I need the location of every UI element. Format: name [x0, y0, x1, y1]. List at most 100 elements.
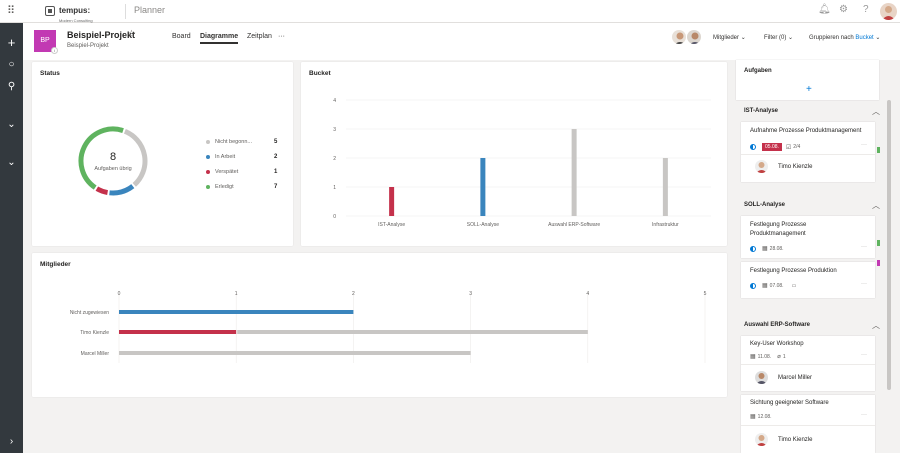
project-title: Beispiel-Projekt [67, 30, 136, 40]
group-value: Bucket [855, 35, 874, 41]
task-name: Sichtung geeigneter Software [750, 400, 829, 406]
donut-segment [95, 186, 109, 195]
tab-board[interactable]: Board [172, 33, 191, 40]
task-more-button[interactable]: ··· [861, 142, 867, 148]
task-meta: ▦ 28.08. [750, 245, 784, 252]
member-avatar[interactable] [686, 29, 702, 45]
left-navigation: + ○ ⚲ ⌄ ⌄ › [0, 23, 23, 453]
tab-diagramme[interactable]: Diagramme [200, 33, 239, 44]
bar[interactable] [480, 158, 486, 216]
legend-dot [206, 140, 210, 144]
x-tick-label: IST-Analyse [378, 222, 405, 228]
legend-count: 5 [274, 139, 278, 145]
task-more-button[interactable]: ··· [861, 244, 867, 250]
expand-nav-icon[interactable]: › [9, 436, 14, 447]
tab-zeitplan[interactable]: Zeitplan [247, 33, 272, 40]
checklist-count: 2/4 [793, 144, 801, 150]
task-meta: 05.08. ☑ 2/4 [750, 143, 800, 151]
y-tick-label: Marcel Miller [81, 351, 110, 357]
task-more-button[interactable]: ··· [861, 352, 867, 358]
bar[interactable] [389, 187, 395, 216]
x-tick-label: 0 [118, 291, 121, 297]
collapse-icon[interactable]: ︿ [872, 201, 880, 210]
member-avatar[interactable] [671, 29, 687, 45]
status-donut-chart [78, 126, 148, 196]
tasks-header: Aufgaben + [736, 60, 879, 100]
project-subtitle: Beispiel-Projekt [67, 43, 109, 49]
legend-label: Verspätet [215, 169, 239, 175]
user-avatar[interactable] [880, 3, 897, 20]
info-icon[interactable]: i [51, 47, 58, 54]
x-tick-label: Auswahl ERP-Software [548, 222, 600, 228]
y-tick-label: Timo Kienzle [80, 330, 109, 336]
calendar-icon: ▦ [750, 354, 756, 360]
y-tick-label: 1 [333, 185, 336, 191]
members-dropdown[interactable]: Mitglieder ⌄ [713, 34, 746, 41]
assignee-name: Timo Kienzle [778, 163, 813, 170]
bar[interactable] [237, 330, 588, 334]
chevron-down-icon[interactable]: ⌄ [7, 157, 16, 168]
app-launcher-icon[interactable]: ⠿ [7, 5, 16, 17]
task-card[interactable]: Festlegung Prozesse Produktmanagement ▦ 2… [741, 216, 875, 258]
legend-completed: Erledigt [206, 184, 234, 190]
x-tick-label: 5 [704, 291, 707, 297]
donut-segment [123, 128, 148, 187]
task-name: Key-User Workshop [750, 341, 804, 347]
due-date: 11.08. [757, 353, 772, 360]
new-plan-icon[interactable]: + [7, 35, 16, 50]
due-date: 07.08. [769, 282, 784, 289]
bar[interactable] [662, 158, 668, 216]
bucket-color-marker [877, 260, 880, 266]
add-task-button[interactable]: + [806, 84, 812, 95]
filter-dropdown[interactable]: Filter (0) ⌄ [764, 34, 793, 41]
y-tick-label: 4 [333, 98, 336, 104]
progress-icon [750, 144, 756, 150]
hub-icon[interactable]: ○ [8, 59, 15, 70]
collapse-icon[interactable]: ︿ [872, 321, 880, 330]
bar[interactable] [119, 351, 471, 355]
legend-in-progress: In Arbeit [206, 154, 235, 160]
task-meta: ▦ 11.08. ⌀ 1 [750, 353, 786, 361]
scrollbar[interactable] [887, 100, 891, 390]
progress-icon [750, 245, 756, 252]
assignee-name: Marcel Miller [778, 374, 813, 381]
bar[interactable] [119, 310, 354, 314]
gear-icon[interactable]: ⚙ [839, 4, 848, 15]
y-tick-label: 3 [333, 127, 336, 133]
person-avatar-icon [755, 371, 768, 384]
calendar-icon: ▦ [750, 414, 756, 420]
avatar [755, 160, 768, 173]
topbar-divider [125, 4, 126, 19]
task-more-button[interactable]: ··· [861, 281, 867, 287]
group-by-dropdown[interactable]: Gruppieren nach Bucket ⌄ [809, 34, 880, 41]
help-icon[interactable]: ? [863, 4, 869, 15]
divider [741, 425, 875, 426]
donut-segment [78, 126, 124, 190]
task-card[interactable]: Sichtung geeigneter Software ▦ 12.08. ···… [741, 395, 875, 453]
collapse-icon[interactable]: ︿ [872, 107, 880, 116]
section-auswahl-erp: Auswahl ERP-Software [744, 322, 811, 328]
progress-icon [750, 282, 756, 289]
task-card[interactable]: Aufnahme Prozesse Produktmanagement 05.0… [741, 122, 875, 182]
task-card[interactable]: Key-User Workshop ▦ 11.08. ⌀ 1 ··· Marcel M… [741, 336, 875, 391]
task-card[interactable]: Festlegung Prozesse Produktion ▦ 07.08. ▭ … [741, 262, 875, 298]
due-date: 28.08. [769, 245, 784, 252]
members-bar-chart: 0 1 2 3 4 5 Nicht zugewiesen Timo Kienzle Marcel… [70, 291, 707, 363]
task-more-button[interactable]: ··· [861, 412, 867, 418]
bar[interactable] [571, 129, 577, 216]
bar[interactable] [119, 330, 237, 334]
logo-mark-icon [45, 6, 55, 16]
attachment-icon: ⌀ [777, 354, 781, 360]
assignee-name: Timo Kienzle [778, 436, 813, 443]
comment-icon: ▭ [791, 282, 797, 289]
my-tasks-icon[interactable]: ⚲ [7, 81, 16, 92]
person-avatar-icon [755, 160, 768, 173]
bell-icon[interactable]: 🔔︎ [818, 4, 831, 15]
avatar [755, 371, 768, 384]
legend-dot [206, 170, 210, 174]
chevron-down-icon[interactable]: ⌄ [7, 119, 16, 130]
legend-label: In Arbeit [215, 154, 236, 160]
more-options[interactable]: ··· [278, 33, 285, 40]
person-avatar-icon [882, 6, 895, 20]
favorite-star-icon[interactable]: ☆ [127, 29, 136, 40]
